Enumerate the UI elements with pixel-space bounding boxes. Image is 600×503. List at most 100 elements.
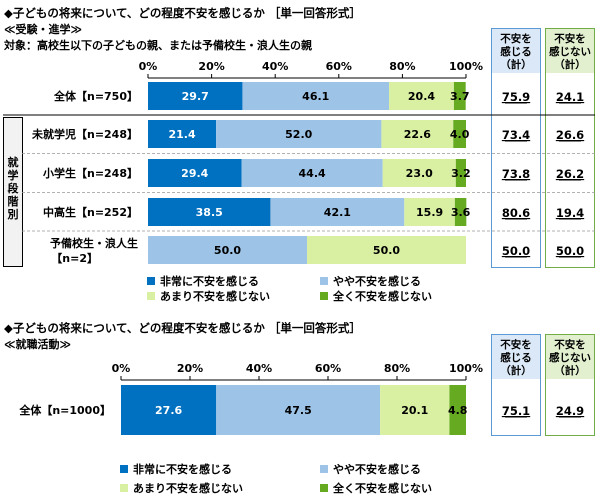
chart2-anxious-column — [491, 334, 541, 436]
chart1-not-anxious-header-bg — [546, 29, 594, 73]
chart2-section: ≪就職活動≫ — [4, 338, 72, 351]
chart1-section: ≪受験・進学≫ — [4, 23, 83, 36]
chart2-not-anxious-header-bg — [546, 335, 594, 379]
bar-1-series-1 — [216, 120, 382, 148]
tick-label-0: 0% — [112, 362, 131, 375]
bar-3-series-3 — [454, 198, 467, 226]
row-label: 中高生【n=252】 — [43, 205, 138, 219]
bar-value-label: 46.1 — [302, 90, 329, 103]
bar-value-label: 23.0 — [406, 167, 433, 180]
bar-0-series-2 — [389, 82, 454, 110]
bar-0-series-3 — [449, 385, 466, 435]
bar-value-label: 50.0 — [214, 244, 241, 257]
tick-label-2: 40% — [246, 362, 272, 375]
not-anxious-total-value: 19.4 — [556, 206, 584, 220]
chart2-title: ◆子どもの将来について、どの程度不安を感じるか ［単一回答形式］ — [4, 321, 361, 335]
bar-value-label: 22.6 — [404, 128, 431, 141]
bar-value-label: 20.4 — [408, 90, 435, 103]
bar-value-label: 27.6 — [155, 404, 182, 417]
not-anxious-total-value: 26.2 — [556, 167, 584, 181]
row-label-line2: 【n=2】 — [51, 252, 98, 265]
legend1-very-swatch — [147, 277, 155, 285]
not-anxious-total-value: 24.1 — [556, 90, 584, 104]
tick-label-3: 60% — [326, 60, 352, 73]
legend2-very-swatch — [120, 465, 128, 473]
chart2-not-anxious-column — [545, 334, 595, 436]
chart1-title: ◆子どもの将来について、どの程度不安を感じるか ［単一回答形式］ — [4, 6, 361, 20]
bar-0-series-0 — [121, 385, 217, 435]
legend2-very-label: 非常に不安を感じる — [133, 463, 232, 476]
anxious-total-value: 75.1 — [502, 404, 530, 418]
not-anxious-total-value: 50.0 — [556, 244, 584, 258]
bar-value-label: 44.4 — [299, 167, 326, 180]
bar-0-series-3 — [453, 82, 466, 110]
legend1-none-label: 全く不安を感じない — [333, 290, 432, 303]
chart1-not-anxious-column — [545, 28, 595, 268]
legend2-none-label: 全く不安を感じない — [333, 482, 432, 495]
bar-3-series-0 — [148, 198, 271, 226]
row-label: 未就学児【n=248】 — [31, 127, 138, 141]
bar-value-label: 4.0 — [450, 128, 470, 141]
tick-label-0: 0% — [139, 60, 158, 73]
row-label: 全体【n=750】 — [53, 89, 138, 103]
bar-3-series-2 — [404, 198, 455, 226]
bar-2-series-2 — [382, 159, 456, 187]
tick-label-1: 20% — [198, 60, 224, 73]
bar-value-label: 3.6 — [451, 206, 471, 219]
legend2-some-label: やや不安を感じる — [333, 463, 421, 476]
bar-3-series-1 — [270, 198, 405, 226]
bar-value-label: 15.9 — [416, 206, 443, 219]
legend2-little-swatch — [120, 484, 128, 492]
bar-value-label: 20.1 — [401, 404, 428, 417]
anxious-total-value: 50.0 — [502, 244, 530, 258]
chart1-anxious-header: 不安を 感じる （計） — [500, 33, 532, 71]
bar-value-label: 29.4 — [181, 167, 208, 180]
bar-1-series-2 — [381, 120, 454, 148]
chart2-svg: 0% 20% 40% 60% 80% 100% 27.6 47.5 20.1 4.8 全体【n=10… — [18, 362, 584, 435]
legend1-none-swatch — [320, 292, 328, 300]
legend1-little-label: あまり不安を感じない — [160, 290, 270, 303]
anxious-total-value: 73.8 — [502, 167, 530, 181]
legend2-none-swatch — [320, 484, 328, 492]
bar-value-label: 4.8 — [448, 404, 468, 417]
tick-label-5: 100% — [449, 362, 483, 375]
group-label: 就学段階別 — [7, 156, 19, 221]
bar-4-series-2 — [307, 236, 466, 264]
not-anxious-total-value: 26.6 — [556, 128, 584, 142]
bar-value-label: 47.5 — [285, 404, 312, 417]
row-label: 全体【n=1000】 — [18, 403, 111, 417]
chart2-anxious-header-bg — [492, 335, 540, 379]
row-label: 予備校生・浪人生 — [50, 236, 138, 250]
bar-0-series-1 — [242, 82, 390, 110]
bar-value-label: 21.4 — [168, 128, 195, 141]
bar-1-series-3 — [453, 120, 466, 148]
group-label-box — [3, 117, 23, 267]
bar-4-series-1 — [148, 236, 307, 264]
bar-2-series-3 — [455, 159, 466, 187]
bar-value-label: 38.5 — [196, 206, 223, 219]
bar-1-series-0 — [148, 120, 217, 148]
legend2-some-swatch — [320, 465, 328, 473]
chart2-anxious-header: 不安を 感じる （計） — [500, 339, 532, 377]
bar-2-series-1 — [241, 159, 383, 187]
legend2-little-label: あまり不安を感じない — [133, 482, 243, 495]
chart2-not-anxious-header: 不安を 感じない （計） — [549, 339, 591, 377]
tick-label-2: 40% — [262, 60, 288, 73]
anxious-total-value: 80.6 — [502, 206, 530, 220]
not-anxious-total-value: 24.9 — [556, 404, 584, 418]
tick-label-5: 100% — [449, 60, 483, 73]
tick-label-3: 60% — [315, 362, 341, 375]
tick-label-4: 80% — [384, 362, 410, 375]
legend1-some-label: やや不安を感じる — [333, 275, 421, 288]
anxious-total-value: 75.9 — [502, 90, 530, 104]
chart1-svg: 0% 20% 40% 60% 80% 100% 29.7 46.1 20.4 3.7 全体【n=75… — [3, 60, 595, 265]
chart1-anxious-column — [491, 28, 541, 268]
legend1-very-label: 非常に不安を感じる — [160, 275, 259, 288]
bar-value-label: 50.0 — [373, 244, 400, 257]
bar-value-label: 52.0 — [285, 128, 312, 141]
bar-0-series-1 — [216, 385, 381, 435]
row-label: 小学生【n=248】 — [42, 166, 138, 180]
tick-label-1: 20% — [177, 362, 203, 375]
bar-value-label: 3.2 — [451, 167, 471, 180]
chart1-anxious-header-bg — [492, 29, 540, 73]
